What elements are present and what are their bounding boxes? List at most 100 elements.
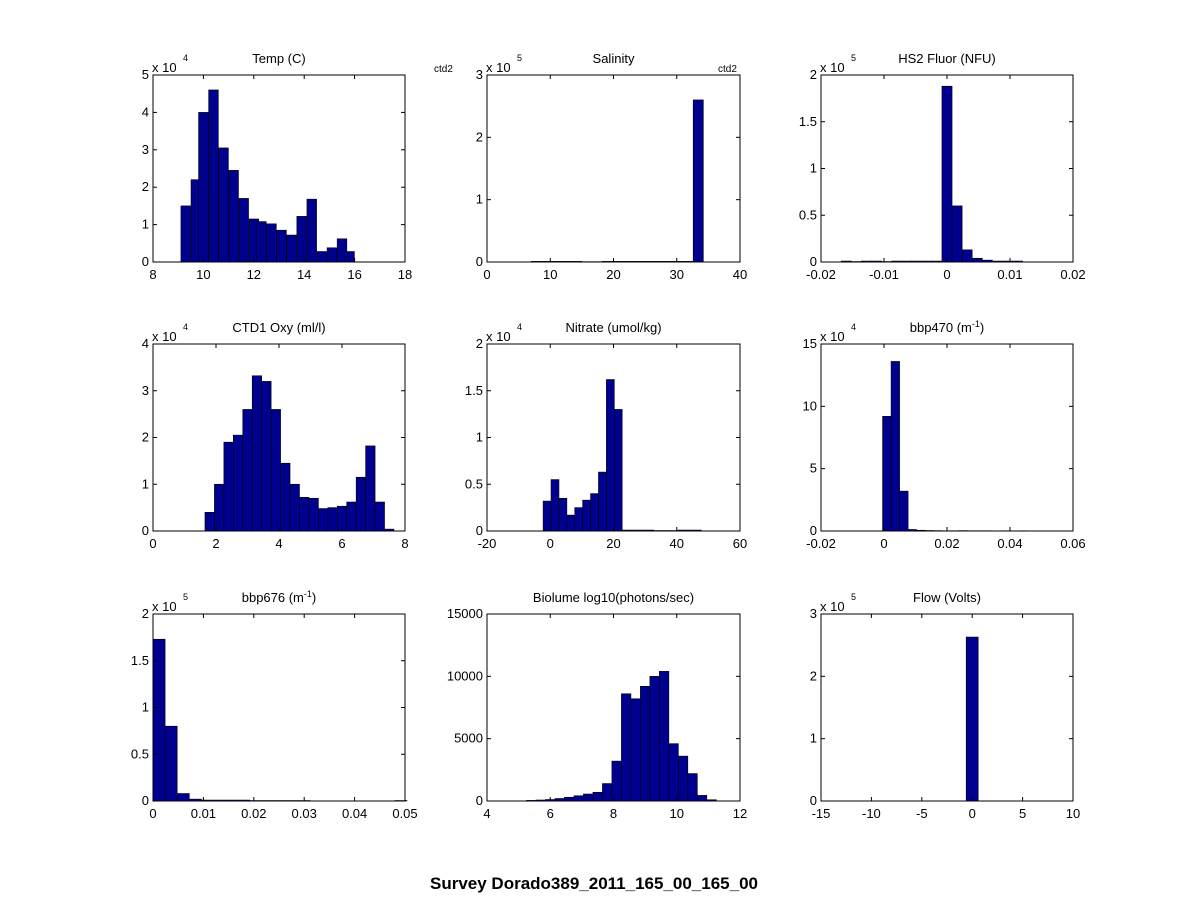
panel-8-title-text: Biolume log10(photons/sec) (533, 590, 694, 605)
panel-1-x-tick-label: 16 (347, 267, 361, 282)
panel-7-multiplier: x 10 (152, 599, 177, 614)
panel-1-bar (296, 216, 307, 263)
panel-6-y-tick-label: 15 (803, 336, 817, 351)
panel-7-axes-box (152, 613, 406, 802)
panel-2-y-tick-label: 2 (476, 129, 483, 144)
panel-1-x-tick-label: 8 (149, 267, 156, 282)
panel-9-x-tick-label: 5 (1019, 806, 1026, 821)
panel-2-bar (632, 261, 643, 263)
panel-4-y-tick-label: 3 (142, 383, 149, 398)
panel-4-bar (251, 375, 262, 532)
panel-5-bar (621, 529, 631, 532)
panel-2-bar (682, 261, 694, 263)
panel-8-bar (554, 798, 565, 802)
panel-2-bar (551, 261, 562, 263)
panel-3-bar (981, 259, 993, 263)
panel-8-bar (621, 693, 632, 802)
panel-2-y-tick-label: 3 (476, 67, 483, 82)
panel-2-y-tick-label: 0 (476, 254, 483, 269)
panel-6-multiplier: x 10 (820, 329, 845, 344)
panel-7-y-tick-label: 2 (142, 606, 149, 621)
panel-4-bar (318, 508, 329, 532)
panel-9-x-tick-label: 0 (969, 806, 976, 821)
panel-1-y-tick-label: 1 (142, 217, 149, 232)
panel-4-y-tick-label: 4 (142, 336, 149, 351)
panel-2-x-tick-label: 10 (543, 267, 557, 282)
panel-4-bar (299, 497, 310, 532)
panel-2-bar (672, 261, 684, 263)
figure-suptitle: Survey Dorado389_2011_165_00_165_00 (430, 874, 758, 893)
panel-2-bar (622, 261, 633, 263)
panel-2-x-tick-label: 20 (606, 267, 620, 282)
panel-7-title-text: bbp676 (m (242, 590, 304, 605)
panel-8-bar (668, 743, 679, 802)
panel-9-y-tick-label: 0 (810, 793, 817, 808)
panel-5-bar (645, 529, 655, 532)
panel-7-bar (213, 799, 226, 802)
panel-7-title: bbp676 (m-1) (242, 589, 317, 605)
panel-1-bar (180, 205, 191, 263)
panel-1-y-tick-label: 5 (142, 67, 149, 82)
panel-6-bar (882, 416, 892, 532)
panel-6-y-tick-label: 10 (803, 398, 817, 413)
panel-4-bar (308, 497, 319, 532)
panel-3-bar (901, 260, 913, 263)
panel-1-x-tick-label: 12 (247, 267, 261, 282)
panel-3-bar (951, 205, 963, 263)
panel-5-bar (598, 471, 607, 532)
panel-4-x-tick-label: 6 (338, 536, 345, 551)
panel-5-multiplier-exponent: 4 (517, 322, 522, 332)
panel-9-x-tick-label: -10 (862, 806, 881, 821)
panel-7-bar (176, 793, 190, 802)
panel-5-bar (613, 409, 623, 532)
panel-8-bar (535, 799, 546, 802)
panel-4-bar (261, 381, 272, 532)
panel-1-bar (306, 198, 317, 263)
panel-1-x-tick-label: 18 (398, 267, 412, 282)
panel-2-x-tick-label: 40 (733, 267, 747, 282)
panel-6-title-superscript: -1 (972, 319, 980, 329)
panel-3-y-tick-label: 0 (810, 254, 817, 269)
panel-1-bar (198, 112, 209, 263)
panel-3-bar (861, 260, 872, 263)
panel-1-bar (228, 170, 239, 263)
panel-4-x-tick-label: 8 (401, 536, 408, 551)
panel-7-x-tick-label: 0.02 (241, 806, 266, 821)
panel-7-y-tick-label: 0 (142, 793, 149, 808)
side-label-ctd2-left: ctd2 (434, 64, 453, 75)
panel-8-x-tick-label: 8 (610, 806, 617, 821)
panel-9-x-tick-label: -15 (812, 806, 831, 821)
panel-5-x-tick-label: 60 (733, 536, 747, 551)
panel-4-y-tick-label: 2 (142, 430, 149, 445)
panel-2-bar (561, 261, 573, 263)
panel-9-multiplier: x 10 (820, 599, 845, 614)
panel-5-bar (558, 497, 568, 532)
panel-7-x-tick-label: 0.03 (292, 806, 317, 821)
panel-9-y-tick-label: 3 (810, 606, 817, 621)
panel-2-x-tick-label: 30 (670, 267, 684, 282)
panel-3-bar (931, 260, 943, 263)
panel-4-bar (214, 483, 225, 532)
panel-5-bar (677, 529, 686, 532)
panel-8-title: Biolume log10(photons/sec) (533, 590, 694, 605)
panel-9-y-tick-label: 2 (810, 668, 817, 683)
panel-7-title-end: ) (312, 590, 316, 605)
panel-1-bar (336, 238, 348, 263)
panel-1-y-tick-label: 0 (142, 254, 149, 269)
panel-3-x-tick-label: 0.01 (997, 267, 1022, 282)
panel-1-y-tick-label: 2 (142, 179, 149, 194)
panel-3-x-tick-label: -0.02 (806, 267, 836, 282)
panel-5-bar (542, 500, 552, 532)
panel-2-multiplier-exponent: 5 (517, 53, 522, 63)
panel-8-bar (697, 795, 708, 802)
panel-2-bar (662, 261, 674, 263)
panel-2-title-text: Salinity (593, 51, 635, 66)
panel-5-bar (685, 529, 694, 532)
panel-4-x-tick-label: 2 (212, 536, 219, 551)
panel-1-y-tick-label: 3 (142, 142, 149, 157)
panel-4-bar (346, 501, 357, 532)
panel-4-bar (374, 501, 385, 532)
panel-4-bar (327, 507, 338, 532)
panel-4-y-tick-label: 1 (142, 476, 149, 491)
panel-3-bar (840, 260, 852, 263)
